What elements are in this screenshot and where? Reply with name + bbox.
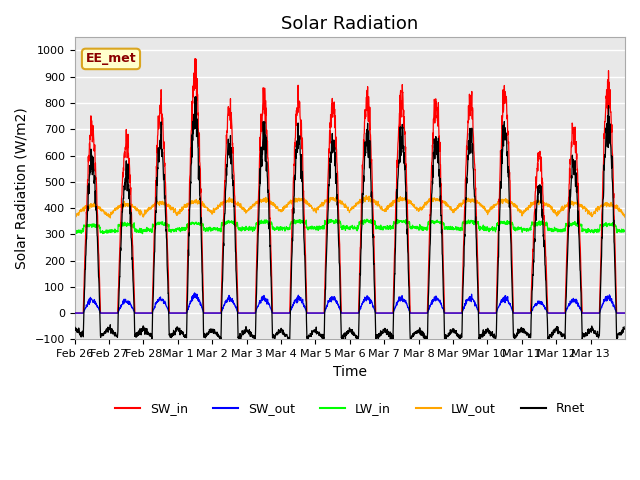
SW_out — [383, 310, 391, 316]
SW_in — [621, 310, 629, 316]
LW_in — [363, 216, 371, 222]
LW_out — [126, 203, 134, 208]
LW_in — [71, 229, 79, 235]
SW_out — [244, 310, 252, 316]
Rnet — [516, 330, 524, 336]
X-axis label: Time: Time — [333, 365, 367, 379]
SW_out — [547, 310, 554, 316]
LW_out — [383, 207, 391, 213]
Line: SW_out: SW_out — [75, 293, 625, 313]
Rnet — [614, 335, 621, 341]
SW_in — [547, 310, 554, 316]
Rnet — [71, 324, 79, 330]
Rnet — [621, 324, 629, 330]
LW_out — [516, 206, 524, 212]
Title: Solar Radiation: Solar Radiation — [281, 15, 419, 33]
Line: LW_in: LW_in — [75, 219, 625, 234]
SW_in — [71, 310, 79, 316]
Rnet — [423, 339, 431, 345]
Rnet — [383, 330, 391, 336]
Rnet — [244, 331, 252, 336]
Y-axis label: Solar Radiation (W/m2): Solar Radiation (W/m2) — [15, 108, 29, 269]
Legend: SW_in, SW_out, LW_in, LW_out, Rnet: SW_in, SW_out, LW_in, LW_out, Rnet — [110, 397, 590, 420]
SW_in — [614, 310, 621, 316]
Rnet — [192, 94, 200, 100]
LW_out — [547, 204, 554, 210]
LW_in — [547, 226, 555, 232]
SW_out — [614, 310, 621, 316]
SW_in — [516, 310, 524, 316]
Line: SW_in: SW_in — [75, 59, 625, 313]
SW_out — [126, 299, 134, 304]
SW_out — [71, 310, 79, 316]
SW_out — [621, 310, 629, 316]
LW_out — [614, 205, 621, 211]
SW_out — [516, 310, 524, 316]
SW_out — [191, 290, 198, 296]
Rnet — [126, 197, 134, 203]
Rnet — [547, 333, 555, 338]
SW_in — [244, 310, 252, 316]
LW_out — [621, 215, 629, 220]
Line: Rnet: Rnet — [75, 97, 625, 342]
Text: EE_met: EE_met — [86, 52, 136, 65]
LW_out — [244, 206, 252, 212]
LW_in — [126, 222, 134, 228]
LW_out — [71, 216, 79, 221]
LW_in — [516, 227, 524, 232]
LW_in — [614, 228, 621, 233]
SW_in — [191, 56, 199, 61]
LW_in — [244, 228, 252, 233]
SW_in — [126, 166, 134, 172]
SW_in — [383, 310, 391, 316]
LW_out — [362, 193, 370, 199]
LW_in — [621, 228, 629, 234]
LW_in — [383, 223, 391, 228]
LW_in — [139, 231, 147, 237]
Line: LW_out: LW_out — [75, 196, 625, 218]
